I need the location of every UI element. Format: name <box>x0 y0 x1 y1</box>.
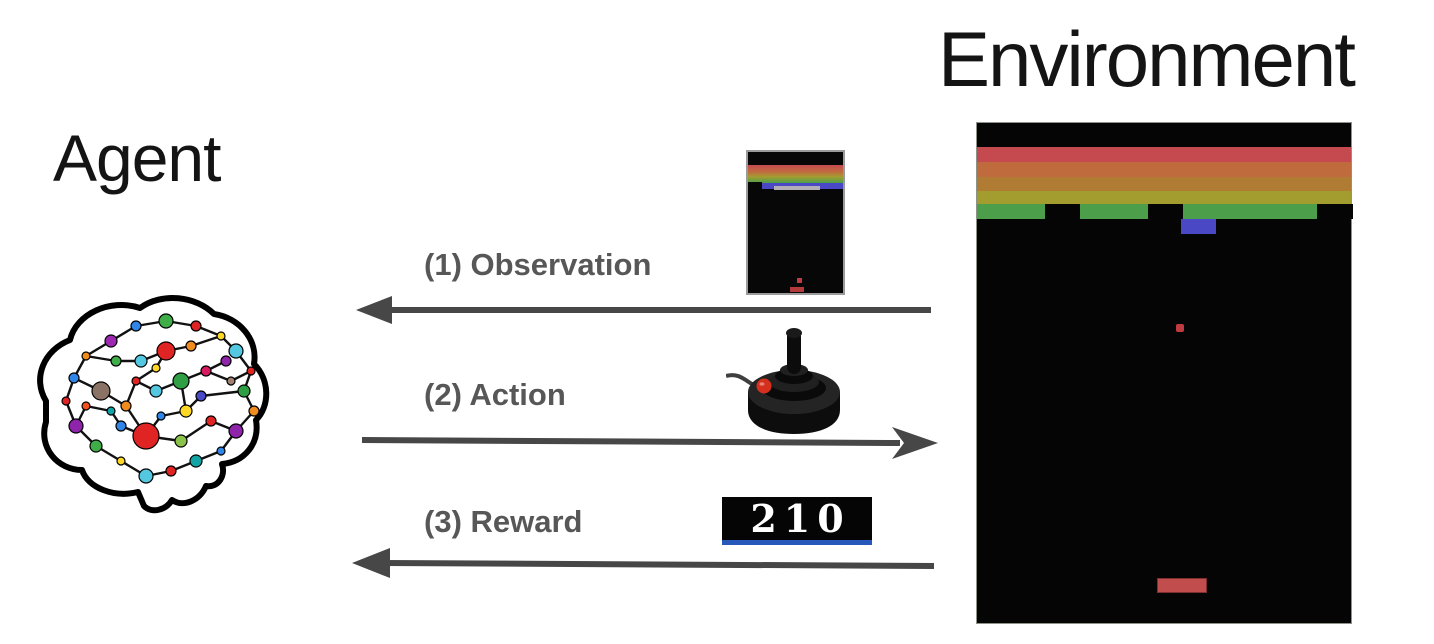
score-display: 210 <box>722 497 872 545</box>
score-value: 210 <box>750 495 851 541</box>
joystick-fire-button <box>756 378 772 394</box>
game-paddle <box>1157 578 1207 593</box>
thumbnail-brick-gap <box>748 182 762 190</box>
breakout-game-screen <box>976 122 1353 624</box>
arrowhead-right <box>892 427 938 459</box>
brick-row-olive <box>977 191 1351 204</box>
breakout-observation-thumbnail <box>746 150 845 295</box>
environment-title: Environment <box>938 15 1356 103</box>
brain-outline <box>37 295 270 514</box>
arrowhead-left <box>356 296 392 324</box>
game-ball <box>1176 324 1184 332</box>
action-label: (2) Action <box>424 377 566 412</box>
brick-row-red <box>977 147 1351 162</box>
brick-gap <box>1045 204 1080 219</box>
observation-arrow <box>356 296 931 324</box>
brick-row-brown <box>977 177 1351 191</box>
joystick-stick <box>787 330 801 374</box>
brain-network-illustration <box>37 295 270 514</box>
agent-title: Agent <box>53 121 221 195</box>
reward-label: (3) Reward <box>424 504 583 539</box>
brain-network-nodes <box>61 313 260 484</box>
blue-brick <box>1181 219 1216 234</box>
thumbnail-ball <box>797 278 802 283</box>
thumbnail-paddle <box>790 287 804 292</box>
joystick-knob <box>786 328 802 338</box>
arrowhead-left <box>352 548 390 578</box>
brick-gap <box>1148 204 1183 219</box>
brick-gap <box>1317 204 1353 219</box>
button-highlight <box>759 382 765 386</box>
thumbnail-gray-bar <box>774 186 820 190</box>
observation-label: (1) Observation <box>424 247 652 282</box>
reward-arrow <box>352 548 935 578</box>
thumbnail-brick-band <box>748 165 843 183</box>
brick-row-orange <box>977 162 1351 177</box>
atari-joystick-icon <box>726 328 840 434</box>
action-arrow <box>361 427 938 459</box>
